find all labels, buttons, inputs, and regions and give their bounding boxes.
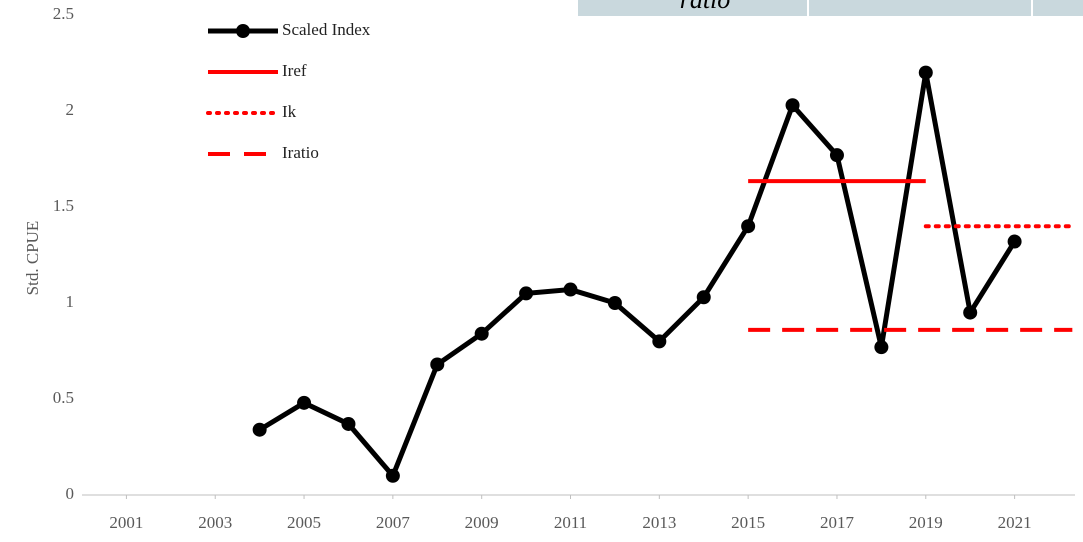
point (785, 98, 800, 113)
header-band (578, 0, 1083, 16)
point (430, 357, 445, 372)
x-tick-label: 2021 (998, 513, 1032, 532)
y-tick-label: 0 (66, 484, 75, 503)
legend-label: Scaled Index (282, 20, 371, 39)
x-tick-label: 2001 (109, 513, 143, 532)
series-line (258, 72, 1017, 481)
x-tick-label: 2009 (465, 513, 499, 532)
x-tick-label: 2013 (642, 513, 676, 532)
point (1007, 234, 1022, 249)
header-text: ratio (680, 0, 731, 14)
point (696, 290, 711, 305)
point (341, 416, 356, 431)
point (519, 286, 534, 301)
legend-marker (236, 24, 250, 38)
x-tick-label: 2003 (198, 513, 232, 532)
x-tick-label: 2011 (554, 513, 587, 532)
point (297, 395, 312, 410)
y-tick-label: 0.5 (53, 388, 74, 407)
x-tick-label: 2007 (376, 513, 411, 532)
point (918, 65, 933, 80)
x-tick-label: 2015 (731, 513, 765, 532)
x-tick-label: 2005 (287, 513, 321, 532)
y-tick-label: 2 (66, 100, 75, 119)
y-tick-label: 1.5 (53, 196, 74, 215)
legend-label: Iref (282, 61, 307, 80)
point (652, 334, 667, 349)
point (563, 282, 578, 297)
legend-label: Iratio (282, 143, 319, 162)
point (252, 422, 267, 437)
x-tick-label: 2019 (909, 513, 943, 532)
point (474, 326, 489, 341)
point (963, 305, 978, 320)
y-tick-label: 1 (66, 292, 75, 311)
y-axis-label: Std. CPUE (23, 221, 42, 296)
point (385, 468, 400, 483)
point (829, 148, 844, 163)
point (874, 340, 889, 355)
x-tick-label: 2017 (820, 513, 855, 532)
point (741, 219, 756, 234)
y-tick-label: 2.5 (53, 4, 74, 23)
point (607, 296, 622, 310)
legend-label: Ik (282, 102, 297, 121)
